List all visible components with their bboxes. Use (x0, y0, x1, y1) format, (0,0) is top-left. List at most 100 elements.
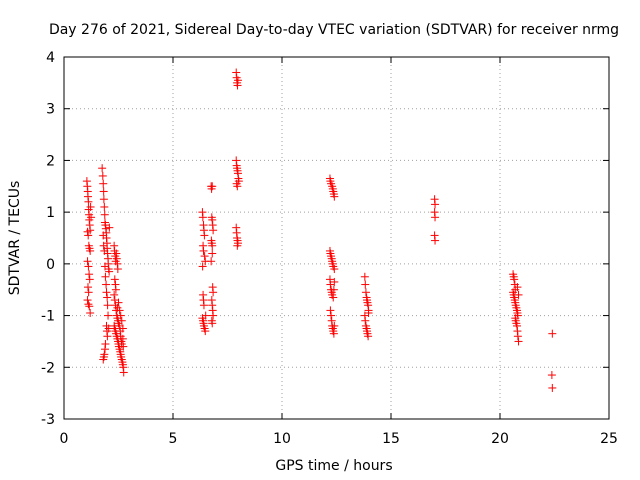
data-point (110, 275, 119, 284)
data-point (104, 311, 113, 320)
data-point (547, 371, 556, 380)
data-point (513, 283, 522, 292)
data-point (330, 265, 339, 274)
data-point (85, 270, 94, 279)
data-point (360, 272, 369, 281)
data-point (201, 311, 210, 320)
x-tick-label: 0 (60, 431, 69, 447)
data-point (100, 246, 109, 255)
data-point (208, 182, 217, 191)
data-point (112, 254, 121, 263)
grid-lines (64, 57, 609, 419)
data-point (119, 342, 128, 351)
x-tick-label: 5 (169, 431, 178, 447)
data-point (114, 298, 123, 307)
data-point (361, 280, 370, 289)
data-point (103, 293, 112, 302)
data-point (199, 301, 208, 310)
data-point (330, 192, 339, 201)
data-point (86, 202, 95, 211)
data-point (83, 227, 92, 236)
data-point (101, 272, 110, 281)
data-point (514, 337, 523, 346)
data-point (99, 241, 108, 250)
data-point (330, 321, 339, 330)
data-point (84, 262, 93, 271)
data-point (83, 257, 92, 266)
x-tick-label: 15 (382, 431, 400, 447)
data-point (99, 231, 108, 240)
data-point (100, 262, 109, 271)
data-point (201, 327, 210, 336)
x-tick-label: 20 (491, 431, 509, 447)
data-point (209, 311, 218, 320)
data-point (83, 283, 92, 292)
data-point (119, 368, 128, 377)
y-tick-label: 3 (46, 102, 55, 118)
data-point (326, 306, 335, 315)
data-point (431, 236, 440, 245)
data-point (233, 76, 242, 85)
data-point (208, 319, 217, 328)
axis-ticks (63, 56, 610, 420)
data-point (111, 285, 120, 294)
data-point (99, 187, 108, 196)
x-tick-label: 10 (273, 431, 291, 447)
data-point (233, 182, 242, 191)
y-tick-labels: -3 -2 -1 0 1 2 3 4 (41, 50, 55, 428)
plot-frame (63, 56, 610, 420)
data-point (361, 316, 370, 325)
y-tick-label: -1 (41, 309, 55, 325)
data-point (548, 329, 557, 338)
data-point (329, 293, 338, 302)
data-point (98, 171, 107, 180)
data-point (103, 301, 112, 310)
data-point (329, 329, 338, 338)
y-tick-label: 1 (46, 205, 55, 221)
data-point (514, 290, 523, 299)
data-point (361, 288, 370, 297)
data-point (102, 280, 111, 289)
data-point (117, 316, 126, 325)
data-point (100, 202, 109, 211)
data-point (85, 302, 94, 311)
data-point (87, 213, 96, 222)
y-tick-label: 0 (46, 257, 55, 273)
x-tick-labels: 0 5 10 15 20 25 (60, 431, 618, 447)
data-point (199, 246, 208, 255)
data-point (83, 296, 92, 305)
data-point (329, 285, 338, 294)
data-point (84, 288, 93, 297)
data-point (102, 288, 111, 297)
y-tick-label: 2 (46, 153, 55, 169)
data-points (82, 68, 557, 392)
data-point (510, 275, 519, 284)
data-point (103, 332, 112, 341)
data-point (84, 231, 93, 240)
data-point (86, 246, 95, 255)
data-point (431, 200, 440, 209)
data-point (327, 311, 336, 320)
data-point (98, 164, 107, 173)
y-tick-label: 4 (46, 50, 55, 66)
data-point (99, 355, 108, 364)
data-point (207, 257, 216, 266)
chart-title: Day 276 of 2021, Sidereal Day-to-day VTE… (49, 22, 619, 38)
data-point (110, 290, 119, 299)
data-point (209, 288, 218, 297)
y-tick-label: -2 (41, 360, 55, 376)
data-point (105, 267, 114, 276)
data-point (330, 277, 339, 286)
data-point (364, 308, 373, 317)
data-point (118, 324, 127, 333)
data-point (200, 231, 209, 240)
data-point (118, 334, 127, 343)
data-point (233, 241, 242, 250)
data-point (113, 265, 122, 274)
data-point (200, 252, 209, 261)
data-point (84, 300, 93, 309)
data-point (364, 332, 373, 341)
data-point (113, 303, 122, 312)
data-point (548, 383, 557, 392)
data-point (513, 332, 522, 341)
